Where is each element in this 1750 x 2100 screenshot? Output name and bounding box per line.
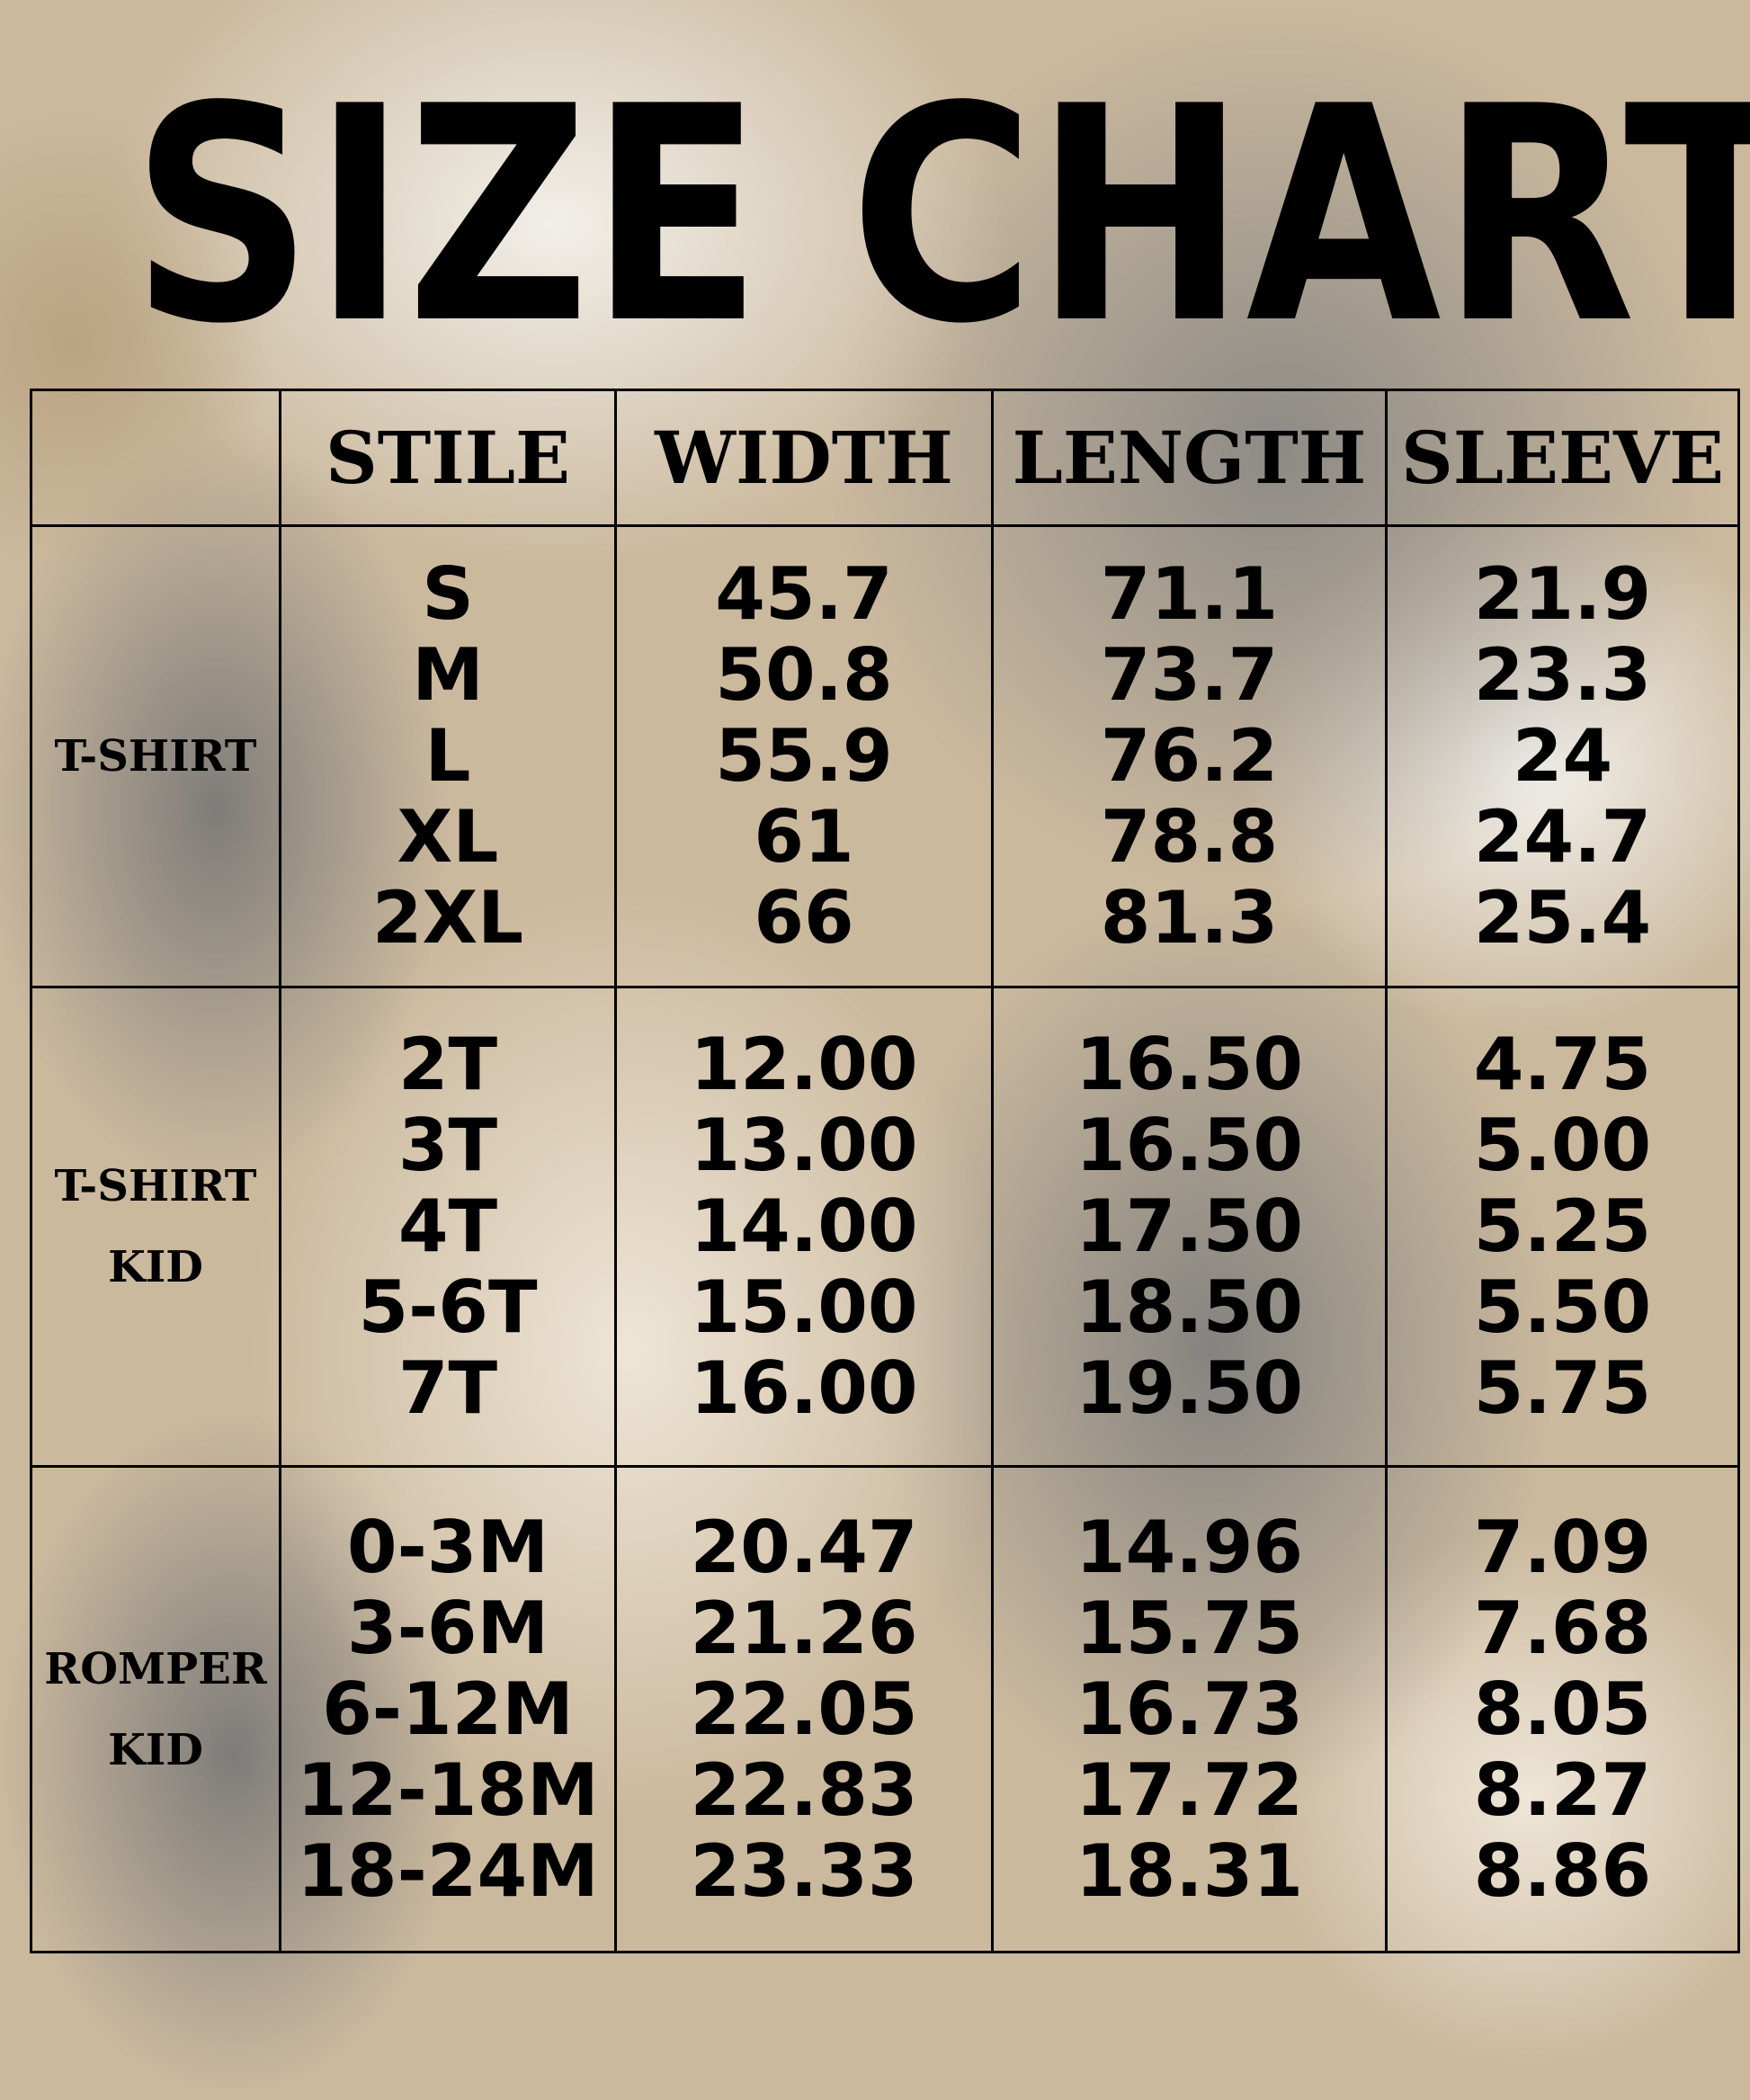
length-value: 17.72 — [1075, 1747, 1304, 1832]
width-value: 45.7 — [715, 552, 893, 636]
category-cell: T-SHIRT KID — [30, 986, 281, 1468]
size-table: STILE WIDTH LENGTH SLEEVE T-SHIRT S M L XL 2X… — [30, 389, 1740, 1953]
sleeve-value: 23.3 — [1473, 633, 1652, 717]
width-value: 23.33 — [690, 1828, 918, 1913]
length-value: 17.50 — [1075, 1184, 1304, 1268]
table-row: T-SHIRT S M L XL 2XL 45.7 50.8 55.9 61 66 71.1 73.7 7… — [30, 524, 1740, 988]
sleeve-value: 24 — [1512, 714, 1613, 798]
category-cell: ROMPER KID — [30, 1465, 281, 1953]
page-title: SIZE CHART — [130, 43, 1750, 389]
width-value: 14.00 — [690, 1184, 918, 1268]
length-value: 14.96 — [1075, 1505, 1304, 1589]
header-row: STILE WIDTH LENGTH SLEEVE — [30, 389, 1740, 527]
length-cell: 14.96 15.75 16.73 17.72 18.31 — [991, 1465, 1388, 1953]
sleeve-value: 21.9 — [1473, 552, 1652, 636]
stile-value: 12-18M — [297, 1747, 599, 1832]
length-cell: 71.1 73.7 76.2 78.8 81.3 — [991, 524, 1388, 988]
width-value: 16.00 — [690, 1346, 918, 1430]
category-cell: T-SHIRT — [30, 524, 281, 988]
header-length: LENGTH — [991, 389, 1388, 527]
width-cell: 45.7 50.8 55.9 61 66 — [614, 524, 994, 988]
width-value: 50.8 — [715, 633, 893, 717]
header-sleeve: SLEEVE — [1385, 389, 1740, 527]
length-value: 19.50 — [1075, 1346, 1304, 1430]
category-label: ROMPER — [44, 1643, 267, 1694]
category-label: KID — [108, 1724, 203, 1775]
sleeve-cell: 7.09 7.68 8.05 8.27 8.86 — [1385, 1465, 1740, 1953]
stile-value: 4T — [397, 1184, 498, 1268]
sleeve-value: 7.09 — [1473, 1505, 1652, 1589]
width-value: 13.00 — [690, 1104, 918, 1187]
stile-cell: 0-3M 3-6M 6-12M 12-18M 18-24M — [279, 1465, 617, 1953]
stile-cell: S M L XL 2XL — [279, 524, 617, 988]
width-value: 21.26 — [690, 1586, 918, 1670]
sleeve-value: 25.4 — [1473, 876, 1652, 960]
sleeve-value: 5.75 — [1473, 1346, 1652, 1430]
stile-value: 3T — [397, 1104, 498, 1187]
table-row: ROMPER KID 0-3M 3-6M 6-12M 12-18M 18-24M 20.47 2… — [30, 1465, 1740, 1953]
length-value: 81.3 — [1100, 876, 1279, 960]
length-value: 73.7 — [1100, 633, 1279, 717]
stile-value: 6-12M — [322, 1667, 574, 1751]
header-stile: STILE — [279, 389, 617, 527]
sleeve-value: 24.7 — [1473, 795, 1652, 879]
stile-value: 5-6T — [358, 1265, 538, 1349]
category-label: KID — [108, 1242, 203, 1292]
sleeve-value: 5.25 — [1473, 1184, 1652, 1268]
length-value: 16.73 — [1075, 1667, 1304, 1751]
width-value: 12.00 — [690, 1023, 918, 1106]
sleeve-value: 4.75 — [1473, 1023, 1652, 1106]
width-cell: 20.47 21.26 22.05 22.83 23.33 — [614, 1465, 994, 1953]
header-width: WIDTH — [614, 389, 994, 527]
stile-value: L — [424, 714, 471, 798]
length-cell: 16.50 16.50 17.50 18.50 19.50 — [991, 986, 1388, 1468]
sleeve-value: 8.27 — [1473, 1747, 1652, 1832]
stile-cell: 2T 3T 4T 5-6T 7T — [279, 986, 617, 1468]
stile-value: 0-3M — [346, 1505, 549, 1589]
header-empty — [30, 389, 281, 527]
length-value: 15.75 — [1075, 1586, 1304, 1670]
width-value: 61 — [754, 795, 854, 879]
stile-value: 7T — [397, 1346, 498, 1430]
category-label: T-SHIRT — [54, 1161, 257, 1211]
sleeve-value: 7.68 — [1473, 1586, 1652, 1670]
sleeve-value: 5.00 — [1473, 1104, 1652, 1187]
width-value: 55.9 — [715, 714, 893, 798]
length-value: 16.50 — [1075, 1023, 1304, 1106]
width-value: 22.83 — [690, 1747, 918, 1832]
length-value: 18.50 — [1075, 1265, 1304, 1349]
width-value: 66 — [754, 876, 854, 960]
stile-value: 2T — [397, 1023, 498, 1106]
category-label: T-SHIRT — [54, 731, 257, 782]
width-value: 15.00 — [690, 1265, 918, 1349]
length-value: 76.2 — [1100, 714, 1279, 798]
stile-value: 3-6M — [346, 1586, 549, 1670]
sleeve-cell: 21.9 23.3 24 24.7 25.4 — [1385, 524, 1740, 988]
length-value: 18.31 — [1075, 1828, 1304, 1913]
length-value: 78.8 — [1100, 795, 1279, 879]
stile-value: XL — [397, 795, 499, 879]
stile-value: S — [422, 552, 474, 636]
stile-value: M — [412, 633, 484, 717]
width-value: 20.47 — [690, 1505, 918, 1589]
sleeve-value: 5.50 — [1473, 1265, 1652, 1349]
sleeve-value: 8.86 — [1473, 1828, 1652, 1913]
stile-value: 18-24M — [297, 1828, 599, 1913]
sleeve-value: 8.05 — [1473, 1667, 1652, 1751]
length-value: 16.50 — [1075, 1104, 1304, 1187]
length-value: 71.1 — [1100, 552, 1279, 636]
stile-value: 2XL — [371, 876, 524, 960]
table-row: T-SHIRT KID 2T 3T 4T 5-6T 7T 12.00 13.00 14.00 15.… — [30, 986, 1740, 1468]
width-cell: 12.00 13.00 14.00 15.00 16.00 — [614, 986, 994, 1468]
sleeve-cell: 4.75 5.00 5.25 5.50 5.75 — [1385, 986, 1740, 1468]
width-value: 22.05 — [690, 1667, 918, 1751]
